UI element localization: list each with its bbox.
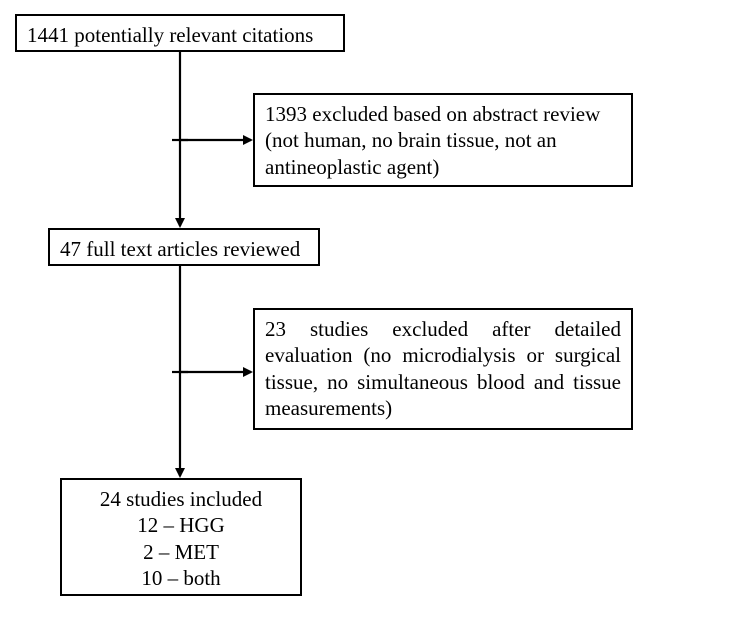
node-included: 24 studies included 12 – HGG 2 – MET 10 … — [60, 478, 302, 596]
included-line-1: 24 studies included — [72, 486, 290, 512]
node-excluded-abstract: 1393 excluded based on abstract review (… — [253, 93, 633, 187]
node-fulltext-reviewed: 47 full text articles reviewed — [48, 228, 320, 266]
included-line-2: 12 – HGG — [72, 512, 290, 538]
included-line-3: 2 – MET — [72, 539, 290, 565]
included-line-4: 10 – both — [72, 565, 290, 591]
node-excluded-detailed: 23 studies excluded after detailed evalu… — [253, 308, 633, 430]
node-citations: 1441 potentially relevant citations — [15, 14, 345, 52]
flowchart-canvas: 1441 potentially relevant citations 1393… — [0, 0, 745, 638]
